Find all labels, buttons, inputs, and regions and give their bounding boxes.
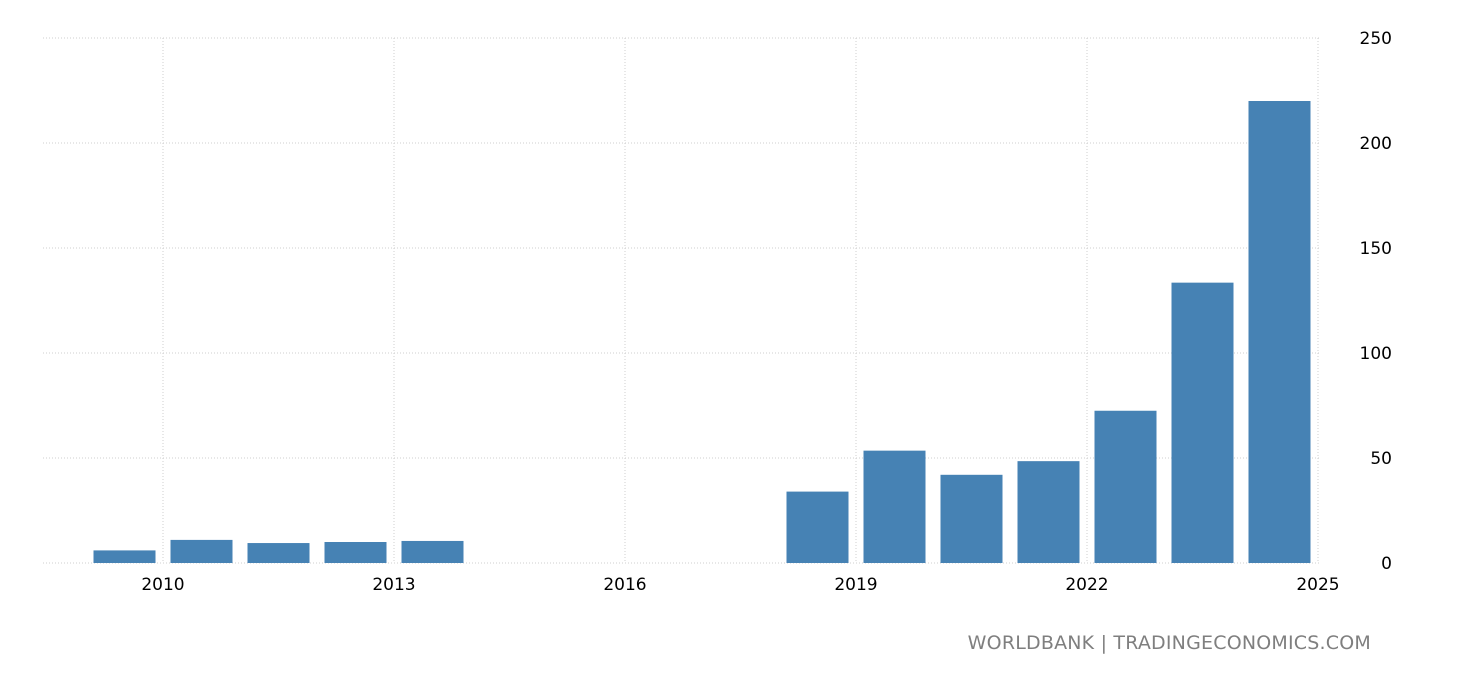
- bar-2013: [401, 540, 464, 563]
- bar-2021: [1017, 461, 1080, 563]
- y-tick-label-50: 50: [1370, 449, 1392, 469]
- x-tick-label-2010: 2010: [141, 575, 184, 595]
- y-tick-label-100: 100: [1360, 344, 1392, 364]
- y-tick-label-200: 200: [1360, 134, 1392, 154]
- y-tick-label-150: 150: [1360, 239, 1392, 259]
- x-tick-label-2022: 2022: [1065, 575, 1108, 595]
- bar-2018: [786, 491, 849, 563]
- y-axis-ticks: 0 50 100 150 200 250: [1360, 29, 1392, 574]
- bar-2020: [940, 474, 1003, 563]
- bar-2011: [247, 543, 310, 563]
- bar-2012: [324, 542, 387, 563]
- bar-2010: [170, 539, 233, 563]
- bar-2019: [863, 450, 926, 563]
- x-axis-ticks: 2010 2013 2016 2019 2022 2025: [141, 575, 1339, 595]
- x-tick-label-2013: 2013: [372, 575, 415, 595]
- bars: [93, 101, 1311, 563]
- source-credit: WORLDBANK | TRADINGECONOMICS.COM: [967, 632, 1371, 654]
- bar-2023: [1171, 282, 1234, 563]
- grid-lines: [43, 37, 1320, 564]
- x-tick-label-2025: 2025: [1296, 575, 1339, 595]
- y-tick-label-0: 0: [1381, 554, 1392, 574]
- bar-2024: [1248, 101, 1311, 563]
- bar-2009: [93, 550, 156, 563]
- x-tick-label-2016: 2016: [603, 575, 646, 595]
- bar-2022: [1094, 410, 1157, 563]
- x-tick-label-2019: 2019: [834, 575, 877, 595]
- y-tick-label-250: 250: [1360, 29, 1392, 49]
